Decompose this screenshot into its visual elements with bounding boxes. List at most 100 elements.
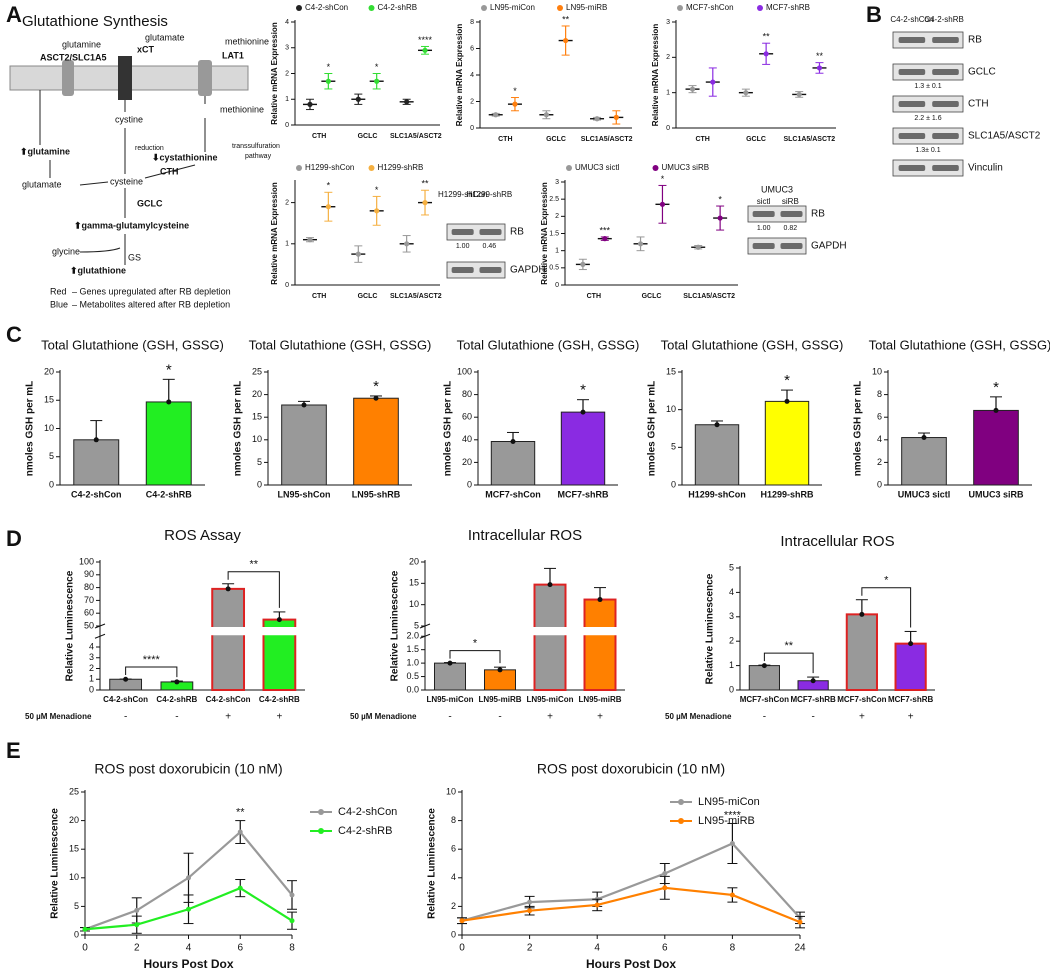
significance: ** <box>422 179 430 189</box>
legend-label: LN95-miRB <box>566 3 607 12</box>
legend-marker <box>566 165 572 171</box>
y-tick-label: 10 <box>872 366 882 376</box>
y-tick-label: 5 <box>729 562 734 572</box>
condition: - <box>763 712 766 723</box>
x-tick-label: GCLC <box>358 133 378 140</box>
y-tick-label: 2 <box>451 901 456 911</box>
dot <box>796 91 802 98</box>
x-axis-label: Hours Post Dox <box>143 957 233 971</box>
blot-row-label: GAPDH <box>811 241 847 252</box>
marker <box>662 885 668 891</box>
blot-band <box>451 267 474 273</box>
legend-marker <box>652 165 659 171</box>
x-tick-label: CTH <box>312 133 326 140</box>
blot-row-label: RB <box>968 35 982 46</box>
blot-header: UMUC3 <box>761 184 793 194</box>
x-tick-label: MCF7-shCon <box>740 695 789 704</box>
condition: - <box>448 712 451 723</box>
point <box>714 422 720 428</box>
bar <box>894 642 927 692</box>
x-tick-label: 8 <box>289 943 295 954</box>
diagram-label: LAT1 <box>222 50 244 60</box>
x-tick-label: 4 <box>594 943 600 954</box>
blot-band <box>898 37 926 43</box>
chart-title: ROS Assay <box>164 527 241 544</box>
y-tick-label: 4 <box>451 872 456 882</box>
legend-label: H1299-shCon <box>305 163 354 172</box>
y-axis-label: Relative Luminescence <box>50 808 61 919</box>
blot-band <box>898 133 926 139</box>
break-mark <box>419 623 431 629</box>
y-axis-label: nmoles GSH per mL <box>853 381 864 477</box>
y-axis-label: nmoles GSH per mL <box>647 381 658 477</box>
x-tick-label: C4-2-shRB <box>156 695 197 704</box>
blot-row <box>446 223 506 241</box>
blot-band <box>898 69 926 75</box>
point <box>373 395 379 401</box>
diagram-label: glutamine <box>62 39 101 49</box>
y-tick-label: 15 <box>44 395 54 405</box>
dot <box>404 241 410 247</box>
blot-band <box>932 101 959 107</box>
condition: - <box>124 712 127 723</box>
diagram-label: pathway <box>245 153 272 160</box>
significance: ** <box>562 14 570 24</box>
dot <box>637 241 644 247</box>
diagram-label: ASCT2/SLC1A5 <box>40 52 107 62</box>
dot <box>695 244 701 250</box>
bracket <box>449 650 501 664</box>
bar <box>533 583 567 692</box>
y-tick-label: 4 <box>729 587 734 597</box>
x-tick-label: C4-2-shRB <box>146 489 193 499</box>
legend-label: MCF7-shRB <box>766 3 810 12</box>
condition: - <box>498 712 501 723</box>
y-tick-label: 0 <box>49 479 54 489</box>
condition: + <box>859 712 865 723</box>
diagram-label: methionine <box>220 104 264 114</box>
bar <box>583 598 617 692</box>
y-tick-label: 5 <box>671 442 676 452</box>
point <box>510 438 516 444</box>
panel-label: A <box>6 2 22 27</box>
significance: * <box>513 86 517 96</box>
y-tick-label: 3 <box>729 611 734 621</box>
blot-row-label: Vinculin <box>968 163 1003 174</box>
x-tick-label: UMUC3 sictl <box>898 489 951 499</box>
diagram-label: CTH <box>160 166 179 176</box>
panel-label: D <box>6 526 22 551</box>
y-axis-label: nmoles GSH per mL <box>25 381 36 477</box>
legend-marker <box>368 165 375 171</box>
blot-row <box>892 95 964 113</box>
x-tick-label: CTH <box>498 136 512 143</box>
point <box>497 667 503 673</box>
y-tick-label: 0 <box>285 122 289 129</box>
diagram-label: methionine <box>225 36 269 46</box>
blot-ratio: 1.3± 0.1 <box>915 147 940 154</box>
break-mark <box>94 633 106 639</box>
x-tick-label: 4 <box>186 943 192 954</box>
legend-marker <box>677 5 683 11</box>
diagram-label: glutamate <box>22 179 62 189</box>
blot-row <box>892 159 964 177</box>
y-tick-label: 100 <box>79 556 94 566</box>
marker <box>459 918 465 924</box>
y-tick-label: 1 <box>666 90 670 97</box>
y-axis-label: nmoles GSH per mL <box>443 381 454 477</box>
y-tick-label: 10 <box>44 423 54 433</box>
legend-marker <box>678 799 684 805</box>
point <box>166 399 172 405</box>
marker <box>527 908 533 914</box>
bar <box>973 409 1019 486</box>
dot <box>422 47 428 53</box>
significance: ** <box>816 51 824 61</box>
x-tick-label: C4-2-shCon <box>71 489 122 499</box>
condition: - <box>811 712 814 723</box>
x-tick-label: CTH <box>587 293 601 300</box>
legend-label: LN95-miCon <box>490 3 535 12</box>
y-tick-label: 0 <box>467 479 472 489</box>
marker <box>594 902 600 908</box>
dot <box>307 237 313 243</box>
chart-title: Total Glutathione (GSH, GSSG) <box>869 337 1050 352</box>
legend-label: LN95-miRB <box>698 815 755 827</box>
bar <box>845 613 878 691</box>
